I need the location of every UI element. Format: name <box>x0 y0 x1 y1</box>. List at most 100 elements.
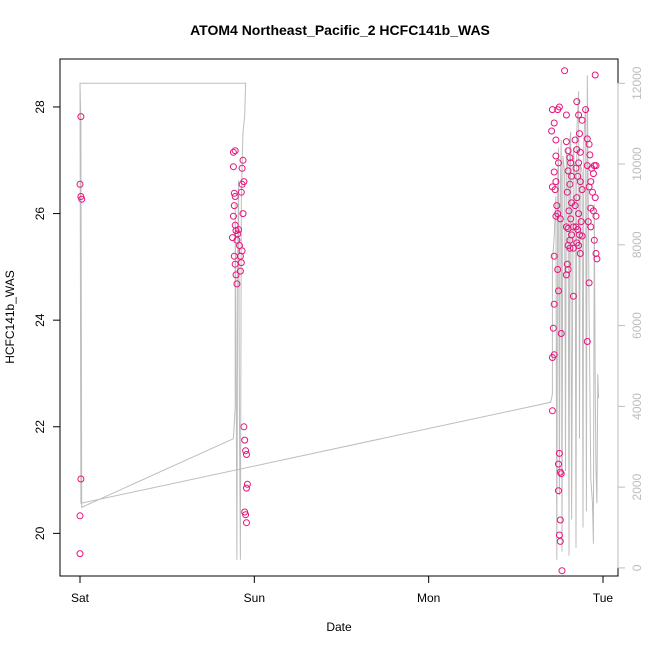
y2-tick-label: 12000 <box>630 66 644 100</box>
y-axis-left: 20 22 24 26 28 <box>33 100 61 540</box>
data-point <box>591 194 599 202</box>
data-point <box>550 351 558 359</box>
y-tick-label: 20 <box>33 526 47 540</box>
data-point <box>555 449 563 457</box>
data-point <box>550 168 558 176</box>
data-point <box>76 512 84 520</box>
data-point <box>578 116 586 124</box>
point-series <box>76 67 601 575</box>
data-point <box>564 167 572 175</box>
plot-frame <box>59 58 619 577</box>
data-point <box>590 236 598 244</box>
data-point <box>586 151 594 159</box>
data-point <box>555 487 562 495</box>
data-point <box>242 511 250 519</box>
data-point <box>549 324 557 332</box>
data-point <box>585 183 593 191</box>
data-point <box>78 195 86 203</box>
data-point <box>237 188 245 196</box>
data-point <box>552 212 560 220</box>
data-point <box>234 230 242 238</box>
data-point <box>548 407 556 415</box>
data-point <box>555 287 562 295</box>
data-point <box>562 138 570 146</box>
data-point <box>77 113 85 121</box>
data-point <box>243 484 250 492</box>
data-point <box>592 212 600 220</box>
data-point <box>556 516 564 524</box>
data-point <box>569 292 577 300</box>
x-tick-label: Sat <box>71 591 90 605</box>
data-point <box>229 148 237 156</box>
data-point <box>229 163 237 171</box>
data-point <box>551 186 559 194</box>
data-point <box>554 266 562 273</box>
data-point <box>578 186 586 194</box>
data-point <box>229 212 237 220</box>
data-point <box>240 423 248 431</box>
data-point <box>576 178 584 186</box>
y-tick-label: 24 <box>33 313 47 327</box>
data-point <box>562 223 570 231</box>
data-point <box>242 447 250 455</box>
data-point <box>576 148 584 156</box>
data-point <box>76 550 84 558</box>
data-point <box>563 260 571 268</box>
data-point <box>555 103 563 111</box>
y2-tick-label: 4000 <box>630 393 644 420</box>
data-point <box>231 147 239 155</box>
y-axis-right: 0 2000 4000 6000 8000 10000 12000 <box>617 66 644 571</box>
data-point <box>573 194 581 202</box>
data-point <box>575 210 583 218</box>
data-point <box>230 202 238 210</box>
data-point <box>239 156 247 164</box>
data-point <box>587 223 595 231</box>
data-point <box>552 178 560 186</box>
data-point <box>76 180 84 188</box>
data-point <box>236 267 244 275</box>
data-point <box>558 567 566 575</box>
data-point <box>548 106 556 114</box>
data-point <box>232 271 240 279</box>
y-tick-label: 26 <box>33 207 47 221</box>
data-point <box>230 252 238 260</box>
y2-tick-label: 0 <box>630 564 644 571</box>
data-point <box>562 111 570 119</box>
data-point <box>589 170 597 178</box>
y-axis-label: HCFC141b_WAS <box>3 270 17 364</box>
data-point <box>77 475 85 483</box>
data-point <box>236 242 243 249</box>
data-point <box>230 189 238 197</box>
data-point <box>575 242 583 249</box>
data-point <box>578 232 586 240</box>
data-point <box>231 221 239 229</box>
data-point <box>585 140 593 148</box>
data-point <box>243 451 250 458</box>
secondary-line-series <box>79 75 600 560</box>
data-point <box>575 111 583 119</box>
data-point <box>575 159 583 167</box>
y-tick-label: 22 <box>33 420 47 434</box>
data-point <box>576 250 584 257</box>
data-point <box>566 154 574 162</box>
data-point <box>571 136 579 144</box>
data-point <box>593 255 601 263</box>
data-point <box>231 193 239 200</box>
data-point <box>550 252 558 260</box>
data-point <box>583 338 591 345</box>
data-point <box>552 152 560 160</box>
data-point <box>548 127 556 135</box>
data-point <box>557 330 565 337</box>
data-point <box>556 537 564 545</box>
data-point <box>555 531 563 539</box>
y2-tick-label: 10000 <box>630 147 644 181</box>
data-point <box>562 271 570 279</box>
y2-tick-label: 8000 <box>630 231 644 258</box>
data-point <box>565 207 573 215</box>
data-point <box>572 164 580 172</box>
data-point <box>235 226 243 234</box>
data-point <box>567 159 575 167</box>
data-point <box>243 480 251 488</box>
data-point <box>550 119 558 127</box>
